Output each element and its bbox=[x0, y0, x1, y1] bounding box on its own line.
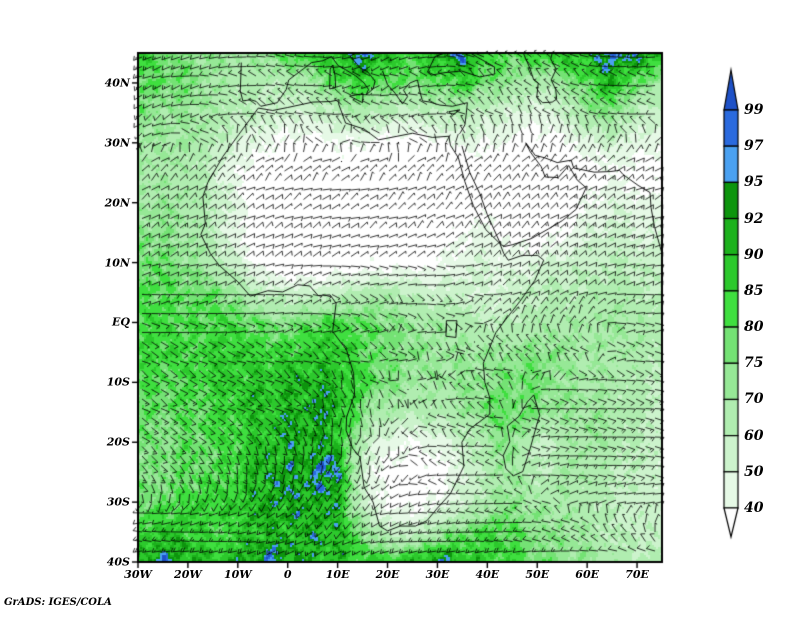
colorbar-tick-label: 99 bbox=[744, 102, 764, 118]
colorbar-tick-label: 97 bbox=[744, 138, 764, 155]
lon-tick-label: 50E bbox=[525, 568, 550, 581]
lon-tick-label: 20W bbox=[174, 568, 202, 581]
lon-tick-label: 10E bbox=[325, 568, 350, 581]
colorbar-tick-label: 90 bbox=[744, 246, 764, 263]
lat-tick-label: 30N bbox=[104, 136, 130, 150]
lon-tick-label: 40E bbox=[475, 568, 500, 581]
lat-tick-label: 40N bbox=[104, 76, 130, 90]
colorbar-tick-label: 75 bbox=[744, 355, 764, 372]
colorbar-tick-label: 92 bbox=[744, 210, 764, 227]
colorbar-tick-label: 95 bbox=[744, 174, 764, 191]
colorbar-tick-label: 60 bbox=[744, 427, 764, 444]
lat-tick-label: 20S bbox=[106, 435, 130, 449]
colorbar-tick-label: 80 bbox=[744, 319, 764, 336]
lon-tick-label: 0 bbox=[283, 568, 292, 581]
grads-attribution: GrADS: IGES/COLA bbox=[4, 597, 112, 608]
colorbar-tick-label: 40 bbox=[744, 500, 764, 516]
lat-tick-label: 10N bbox=[104, 256, 130, 270]
lon-tick-label: 10W bbox=[223, 568, 252, 581]
lat-tick-label: 20N bbox=[104, 196, 130, 210]
colorbar-tick-label: 70 bbox=[744, 391, 764, 408]
lat-tick-label: 30S bbox=[106, 495, 130, 509]
lat-tick-label: 40S bbox=[106, 555, 130, 569]
colorbar-tick-label: 85 bbox=[744, 282, 764, 299]
lat-tick-label: 10S bbox=[106, 375, 130, 389]
lon-tick-label: 70E bbox=[625, 568, 649, 581]
colorbar-tick-label: 50 bbox=[744, 463, 764, 480]
lon-tick-label: 20E bbox=[375, 568, 400, 581]
lon-tick-label: 60E bbox=[575, 568, 599, 581]
lon-tick-label: 30W bbox=[124, 568, 152, 581]
lon-tick-label: 30E bbox=[425, 568, 450, 581]
lat-tick-label: EQ bbox=[112, 315, 130, 329]
